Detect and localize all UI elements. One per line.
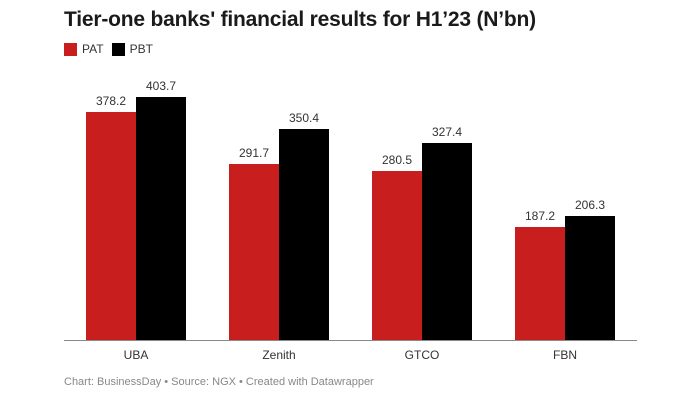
bar-pbt-uba [136,97,186,340]
bar-pbt-fbn [565,215,615,340]
legend-swatch-pbt [111,42,125,56]
bar-pat-fbn [515,227,565,340]
category-label-uba: UBA [123,348,149,362]
category-label-gtco: GTCO [404,348,440,362]
bar-pat-gtco [372,171,422,340]
value-label-pbt-gtco: 327.4 [431,124,463,139]
bar-pbt-zenith [279,129,329,340]
chart-footer: Chart: BusinessDay • Source: NGX • Creat… [64,376,374,388]
category-label-zenith: Zenith [262,348,296,362]
value-label-pat-fbn: 187.2 [524,209,556,224]
legend-item-pbt: PBT [111,42,153,56]
bar-pat-zenith [229,164,279,340]
bar-pat-uba [86,112,136,340]
legend-swatch-pat [64,42,77,56]
value-label-pat-zenith: 291.7 [238,146,270,161]
value-label-pbt-zenith: 350.4 [288,111,320,126]
x-axis-line [64,340,637,341]
value-label-pat-uba: 378.2 [95,94,127,109]
legend-label-pbt: PBT [129,42,153,56]
chart-title: Tier-one banks' financial results for H1… [64,8,536,31]
legend-item-pat: PAT [64,42,104,56]
legend-label-pat: PAT [82,42,104,56]
category-label-fbn: FBN [553,348,577,362]
bar-pbt-gtco [422,142,472,340]
legend: PAT PBT [64,42,161,56]
value-label-pbt-fbn: 206.3 [574,197,606,212]
value-label-pat-gtco: 280.5 [381,153,413,168]
value-label-pbt-uba: 403.7 [145,79,177,93]
